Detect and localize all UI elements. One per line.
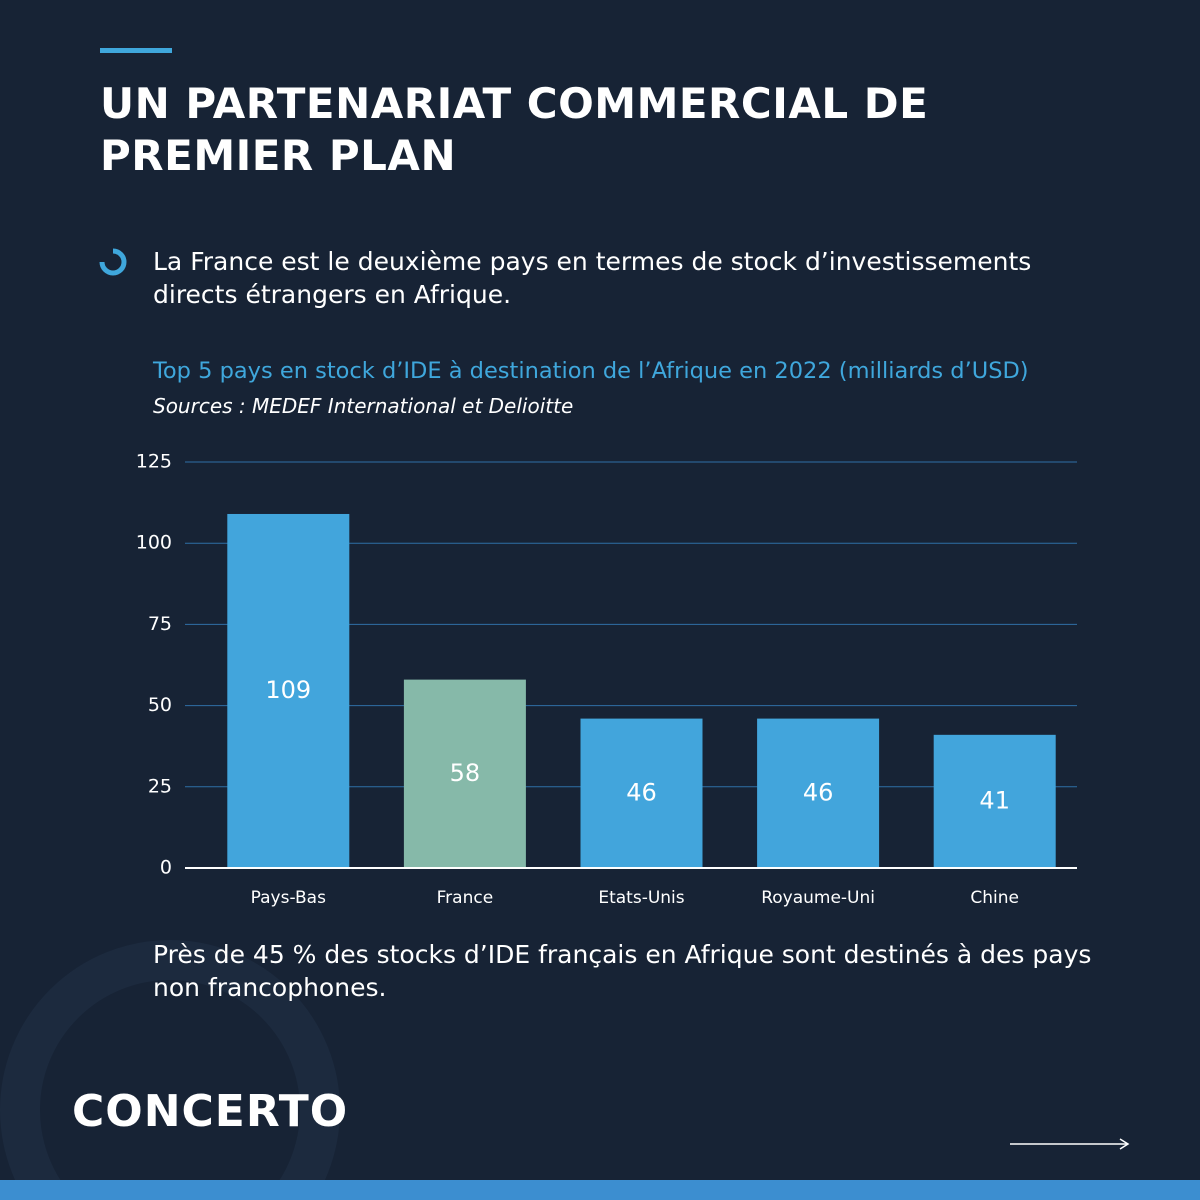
x-tick-label: Chine bbox=[970, 888, 1019, 908]
bar bbox=[227, 513, 350, 868]
y-tick-label: 25 bbox=[148, 775, 172, 797]
background-arc bbox=[0, 940, 340, 1200]
arrow-head bbox=[1119, 1138, 1130, 1150]
bar bbox=[580, 718, 703, 868]
bar-value-label: 109 bbox=[265, 676, 311, 704]
bar-value-label: 46 bbox=[803, 778, 834, 806]
logo: CONCERTO bbox=[72, 1086, 349, 1137]
accent-line bbox=[100, 48, 172, 53]
chart: 0 25 50 75 100 125 Pays-Bas 109 France 58 Etats-Un… bbox=[136, 451, 1077, 908]
page-title: UN PARTENARIAT COMMERCIAL DE PREMIER PLA… bbox=[100, 79, 929, 180]
bottom-strip bbox=[0, 1180, 1200, 1200]
bar bbox=[757, 718, 880, 868]
y-tick-label: 50 bbox=[148, 694, 172, 716]
x-tick-label: Etats-Unis bbox=[598, 888, 684, 908]
x-tick-label: Royaume-Uni bbox=[761, 888, 875, 908]
bar bbox=[933, 734, 1056, 868]
bar-value-label: 58 bbox=[450, 759, 481, 787]
chart-title: Top 5 pays en stock d’IDE à destination … bbox=[153, 358, 1029, 384]
y-tick-label: 75 bbox=[148, 613, 172, 635]
bar bbox=[403, 679, 526, 868]
x-tick-label: France bbox=[437, 888, 494, 908]
intro-text: La France est le deuxième pays en termes… bbox=[153, 247, 1032, 309]
x-tick-label: Pays-Bas bbox=[251, 888, 326, 908]
y-tick-label: 0 bbox=[160, 857, 172, 879]
y-tick-label: 125 bbox=[136, 451, 172, 473]
footer-note: Près de 45 % des stocks d’IDE français e… bbox=[153, 940, 1092, 1002]
bullet-icon bbox=[99, 248, 127, 276]
bar-value-label: 46 bbox=[626, 778, 657, 806]
chart-source: Sources : MEDEF International et Delioit… bbox=[153, 394, 574, 418]
y-tick-label: 100 bbox=[136, 532, 172, 554]
bar-value-label: 41 bbox=[979, 786, 1010, 814]
